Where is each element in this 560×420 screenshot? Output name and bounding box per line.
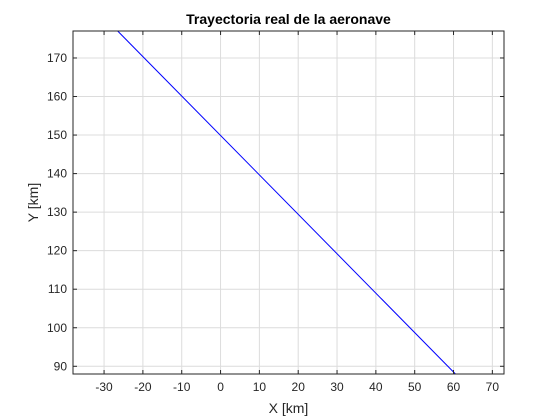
- y-tick-label: 120: [47, 244, 67, 258]
- y-tick-label: 110: [48, 282, 67, 296]
- x-tick-label: -10: [173, 380, 191, 394]
- y-tick-label: 90: [54, 359, 68, 373]
- y-tick-label: 130: [47, 205, 67, 219]
- trajectory-line: [117, 30, 456, 375]
- y-tick-label: 150: [47, 128, 67, 142]
- x-tick-label: 10: [253, 380, 267, 394]
- ticks-group: -30 -20 -10 0 10 20 30 40 50 60 70 90 100 110 120 130 14…: [47, 31, 504, 394]
- x-tick-label: 0: [217, 380, 224, 394]
- x-tick-label: 60: [447, 380, 461, 394]
- series-group: [117, 30, 456, 375]
- y-tick-label: 100: [47, 321, 67, 335]
- y-axis-label: Y [km]: [25, 183, 41, 222]
- y-tick-label: 140: [47, 167, 67, 181]
- grid-lines: [73, 31, 504, 374]
- x-tick-label: -30: [95, 380, 113, 394]
- x-tick-label: 20: [292, 380, 306, 394]
- x-tick-label: -20: [134, 380, 152, 394]
- x-tick-label: 40: [369, 380, 383, 394]
- x-tick-label: 30: [330, 380, 344, 394]
- x-tick-label: 50: [408, 380, 422, 394]
- plot-background: [73, 31, 504, 374]
- chart-title: Trayectoria real de la aeronave: [186, 11, 391, 27]
- y-tick-label: 170: [47, 51, 67, 65]
- plot-frame: [72, 30, 505, 375]
- x-axis-label: X [km]: [269, 400, 309, 416]
- y-tick-label: 160: [47, 90, 67, 104]
- x-tick-label: 70: [486, 380, 500, 394]
